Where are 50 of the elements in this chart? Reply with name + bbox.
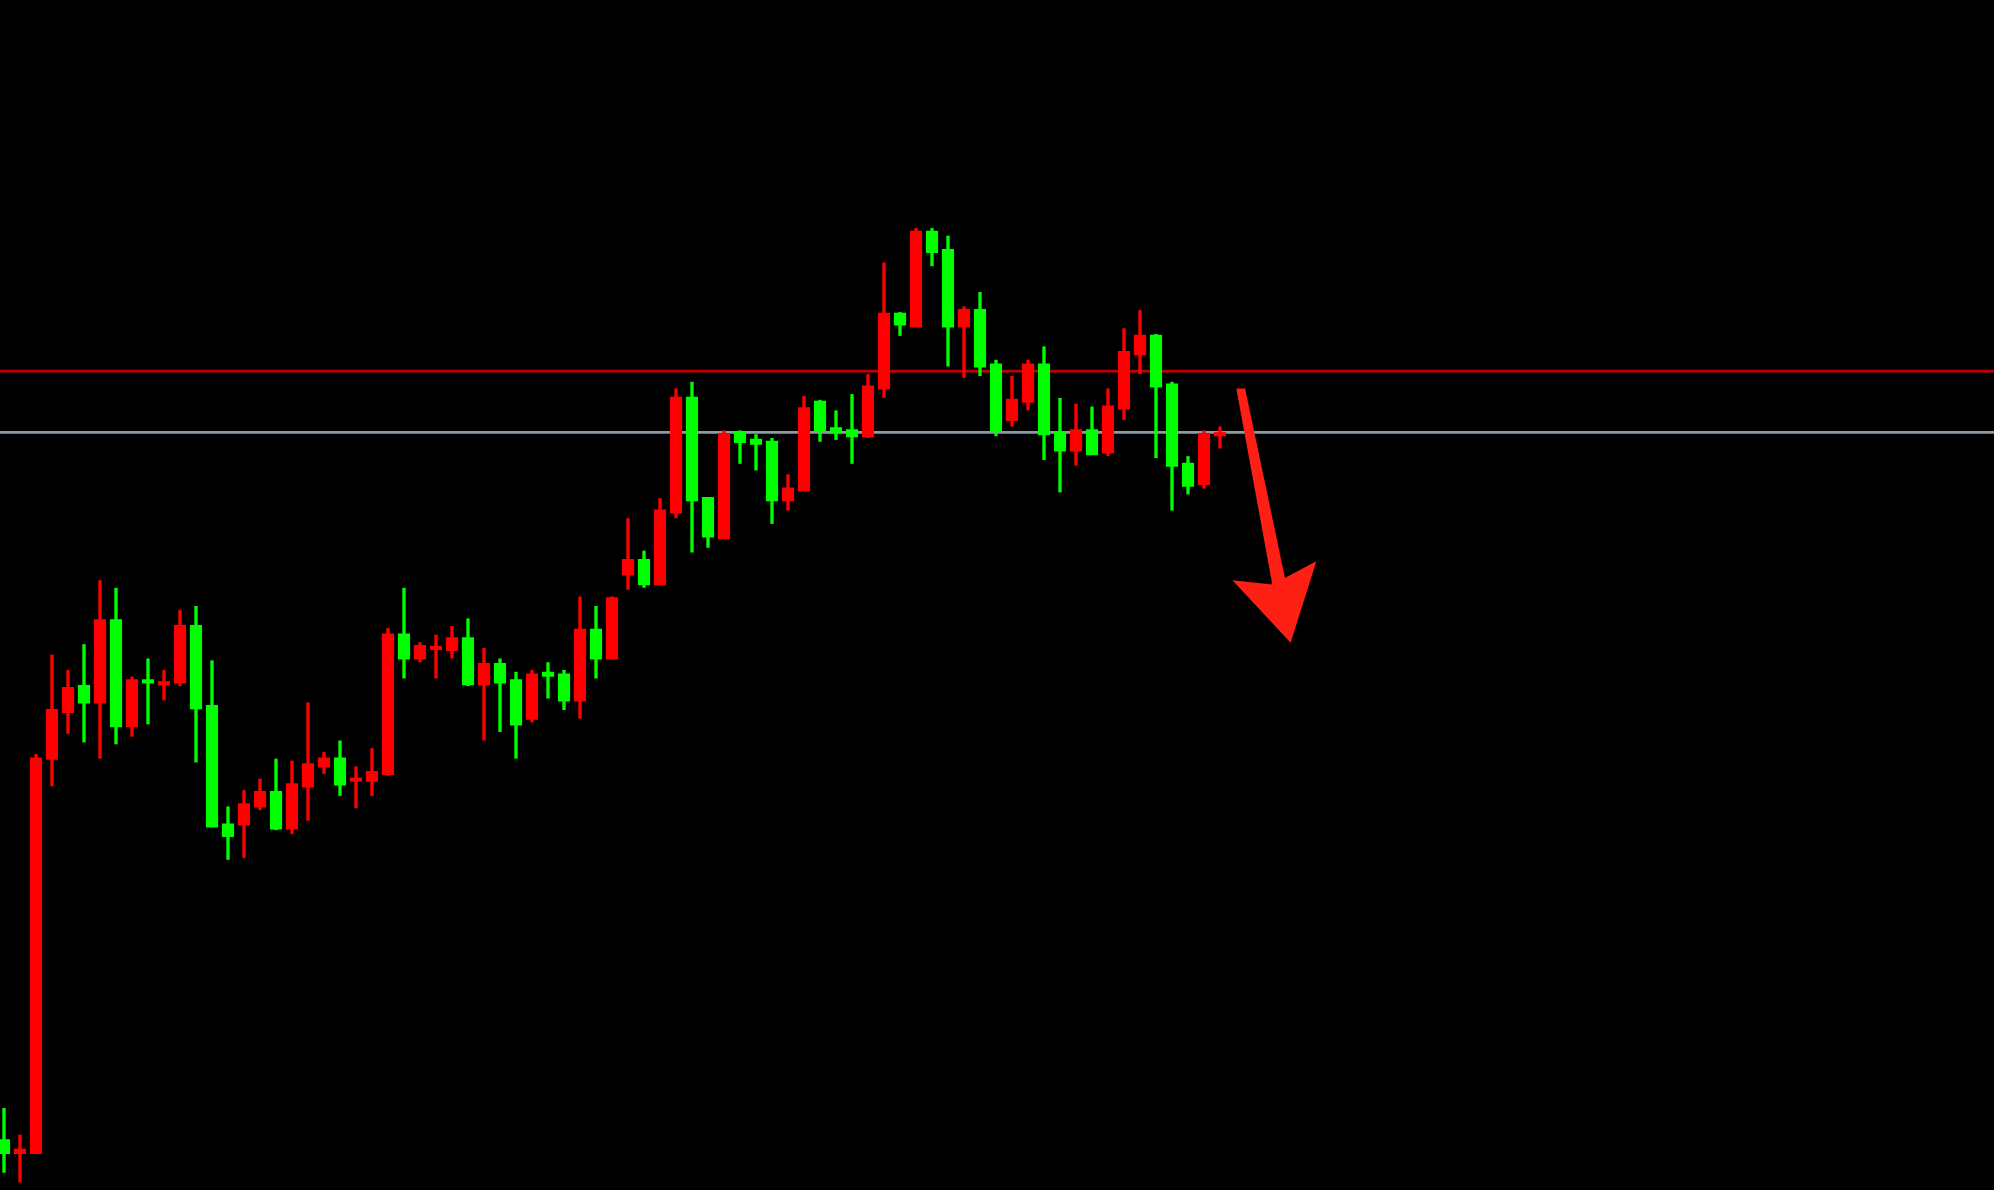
candlestick [445, 624, 459, 661]
candlestick [1053, 396, 1067, 495]
candlestick [141, 656, 155, 726]
candlestick [1085, 404, 1099, 456]
candlestick [77, 642, 91, 745]
candlestick [1021, 358, 1035, 413]
candlestick [413, 640, 427, 664]
candlestick [397, 586, 411, 681]
candlestick [813, 398, 827, 444]
candlestick [349, 764, 363, 810]
candlestick [637, 548, 651, 590]
candlestick [301, 700, 315, 823]
candlestick [1133, 308, 1147, 376]
candlestick [701, 496, 715, 550]
candlestick [781, 472, 795, 513]
candlestick [749, 432, 763, 473]
candlestick [1101, 386, 1115, 458]
candlestick [125, 674, 139, 739]
candlestick [317, 750, 331, 776]
candlestick [0, 1106, 11, 1175]
candlestick [13, 1132, 27, 1185]
candlestick [157, 668, 171, 703]
candlestick [557, 668, 571, 712]
candlestick [237, 788, 251, 860]
candlestick [221, 804, 235, 862]
candlestick [1069, 401, 1083, 468]
candlestick [365, 746, 379, 798]
candlestick [477, 646, 491, 743]
candlestick [285, 758, 299, 836]
candlestick [493, 656, 507, 734]
candlestick [253, 777, 267, 812]
candlestick [829, 408, 843, 442]
candlestick [61, 668, 75, 736]
candlestick [621, 516, 635, 592]
candlestick [893, 310, 907, 338]
candlestick [525, 668, 539, 725]
candlestick [589, 604, 603, 681]
candlestick [333, 738, 347, 798]
candlestick [733, 428, 747, 466]
candlestick [269, 756, 283, 832]
candlestick [1181, 454, 1195, 496]
candlestick [925, 226, 939, 268]
candlestick [429, 632, 443, 681]
candlestick [509, 670, 523, 761]
candlestick [845, 392, 859, 466]
candlestick [541, 660, 555, 701]
candlestick [1213, 424, 1227, 451]
candlestick [1005, 374, 1019, 429]
candlestick [461, 616, 475, 688]
candlestick [957, 304, 971, 380]
